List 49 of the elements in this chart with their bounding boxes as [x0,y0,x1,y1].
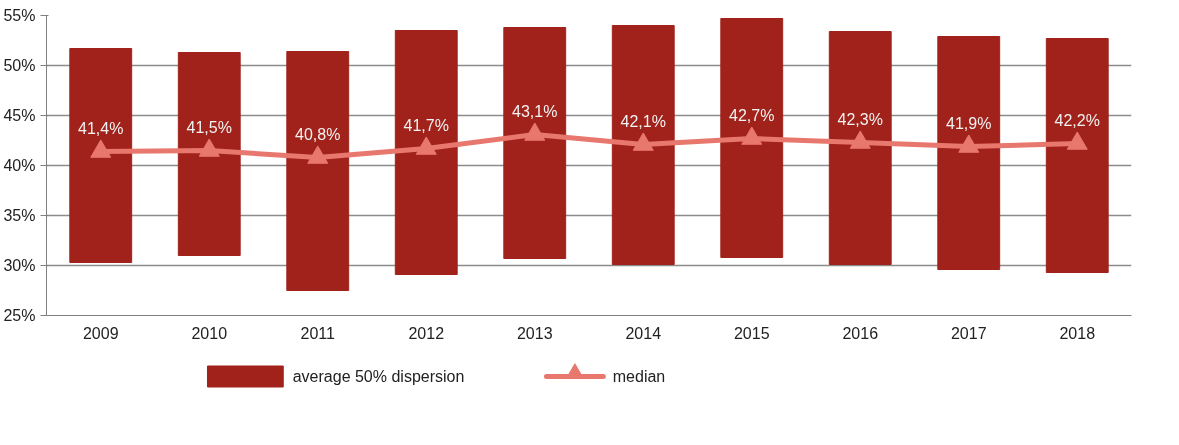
bar [394,30,458,275]
point [307,145,329,164]
data-label: 43,1% [512,102,558,120]
x-tick-label: 2016 [842,324,879,342]
data-label: 41,7% [403,116,449,134]
data-label: 41,4% [78,119,124,137]
legend-label: median [612,368,666,385]
bar [720,18,784,258]
y-tick-label: 25% [3,307,36,324]
x-tick-label: 2015 [733,324,770,342]
y-tick-label: 40% [3,157,36,174]
point [632,132,654,151]
bar [69,48,133,263]
x-tick-label: 2014 [625,324,662,342]
x-tick-label: 2011 [300,324,336,342]
data-label: 42,3% [837,110,883,128]
point [741,126,763,145]
x-tick-label: 2009 [82,324,119,342]
bar [1045,38,1109,273]
data-label: 41,9% [946,114,992,132]
bar [177,52,241,256]
bar [937,36,1001,270]
y-tick-label: 30% [3,257,36,274]
point [958,134,980,153]
data-label: 42,7% [729,106,775,124]
x-tick-label: 2012 [408,324,445,342]
point [524,122,546,141]
point [90,139,112,158]
data-label: 41,5% [186,118,232,136]
point [849,130,871,149]
point [198,138,220,157]
x-tick-label: 2013 [516,324,553,342]
y-tick-label: 45% [3,107,36,124]
y-tick-label: 50% [3,57,36,74]
point [415,136,437,155]
x-tick-label: 2010 [191,324,228,342]
bar [503,27,567,259]
bar [828,31,892,265]
point [1066,131,1088,150]
data-label: 42,2% [1054,111,1100,129]
data-label: 40,8% [295,125,341,143]
y-tick-label: 35% [3,207,36,224]
x-tick-label: 2018 [1059,324,1096,342]
legend-label: average 50% dispersion [292,368,465,385]
data-label: 42,1% [620,112,666,130]
y-tick-label: 55% [3,7,36,24]
bar [286,51,350,291]
bar [611,25,675,265]
x-tick-label: 2017 [950,324,987,342]
